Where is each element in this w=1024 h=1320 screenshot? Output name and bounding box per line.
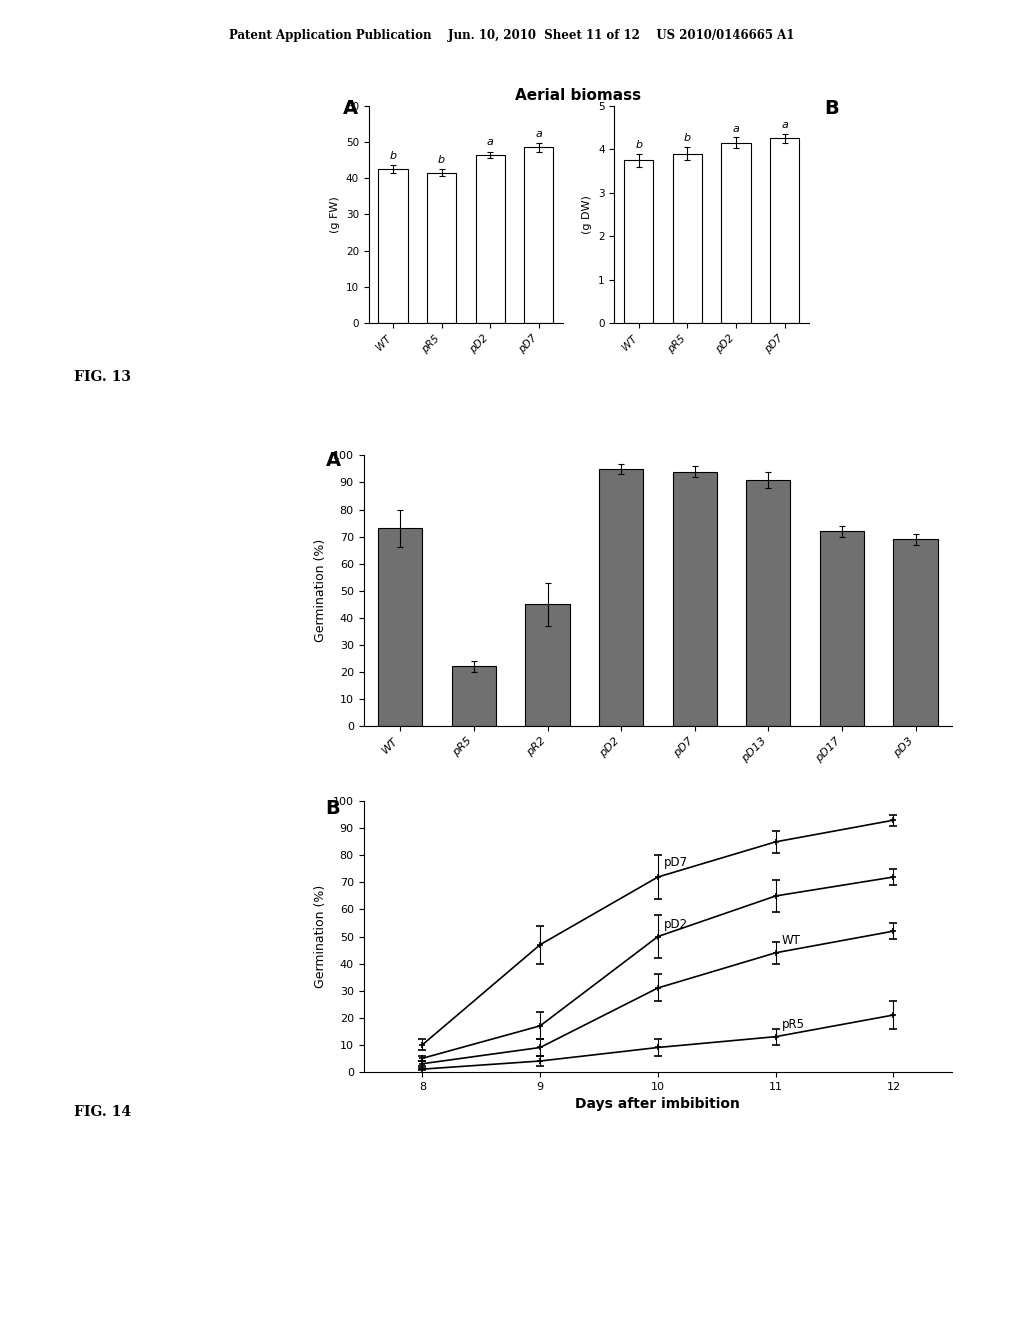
Text: Patent Application Publication    Jun. 10, 2010  Sheet 11 of 12    US 2010/01466: Patent Application Publication Jun. 10, …: [229, 29, 795, 42]
Text: a: a: [486, 137, 494, 148]
X-axis label: Days after imbibition: Days after imbibition: [575, 1097, 740, 1111]
Text: A: A: [326, 451, 341, 470]
Text: b: b: [389, 150, 396, 161]
Y-axis label: Germination (%): Germination (%): [314, 884, 328, 989]
Bar: [452, 667, 496, 726]
Text: WT: WT: [781, 935, 801, 948]
Bar: [673, 471, 717, 726]
Bar: [893, 540, 938, 726]
Bar: [673, 153, 702, 323]
Bar: [770, 139, 800, 323]
Text: FIG. 14: FIG. 14: [74, 1105, 131, 1119]
Bar: [746, 479, 791, 726]
Text: b: b: [635, 140, 642, 150]
Bar: [378, 528, 422, 726]
Text: a: a: [781, 120, 788, 131]
Text: b: b: [438, 154, 445, 165]
Text: B: B: [824, 99, 839, 117]
Bar: [820, 531, 864, 726]
Bar: [625, 160, 653, 323]
Bar: [599, 469, 643, 726]
Text: a: a: [732, 124, 739, 133]
Bar: [525, 605, 569, 726]
Text: pD2: pD2: [664, 919, 688, 931]
Text: A: A: [343, 99, 358, 117]
Bar: [427, 173, 457, 323]
Y-axis label: (g FW): (g FW): [330, 197, 340, 232]
Y-axis label: Germination (%): Germination (%): [314, 539, 328, 643]
Text: b: b: [684, 133, 691, 144]
Text: FIG. 13: FIG. 13: [74, 370, 131, 384]
Text: pR5: pR5: [781, 1018, 805, 1031]
Bar: [475, 154, 505, 323]
Bar: [524, 148, 553, 323]
Bar: [379, 169, 408, 323]
Text: B: B: [326, 799, 340, 817]
Bar: [721, 143, 751, 323]
Text: pD7: pD7: [664, 855, 688, 869]
Text: a: a: [536, 128, 543, 139]
Text: Aerial biomass: Aerial biomass: [515, 88, 642, 103]
Y-axis label: (g DW): (g DW): [583, 195, 593, 234]
